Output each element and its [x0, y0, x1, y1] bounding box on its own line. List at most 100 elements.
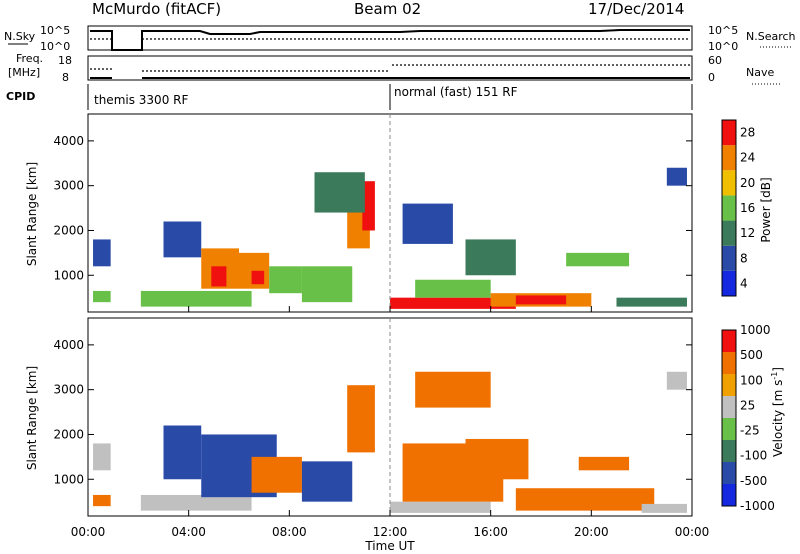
vel-patches-patch-7: [347, 385, 375, 453]
velocity-cbar-tick-5: -100: [740, 449, 767, 463]
power-patches-patch-0: [93, 239, 111, 267]
power-patches-patch-14: [415, 279, 491, 298]
vel-patches-patch-15: [666, 371, 687, 390]
vel-patches-patch-0: [93, 443, 111, 471]
velocity-data: [93, 371, 687, 513]
vel-patches-patch-14: [415, 371, 491, 408]
vel-yticks-label-3: 4000: [53, 338, 84, 352]
xtick-label-2: 08:00: [272, 525, 307, 539]
vel-cbar-swatch-7: [722, 330, 736, 352]
power-patches-patch-8: [269, 266, 302, 294]
nsky-tick-high: 10^5: [40, 24, 70, 37]
vel-patches-patch-12: [578, 456, 630, 471]
vel-cbar-frame: [721, 329, 737, 507]
power-colorbar: 4 8 12 16 20 24 28: [721, 119, 755, 297]
xtick-label-1: 04:00: [171, 525, 206, 539]
vel-cbar-swatch-6: [722, 352, 736, 374]
velocity-yaxis: 1000 2000 3000 4000: [53, 338, 692, 486]
vel-patches-patch-8: [390, 501, 491, 513]
xtick-label-0: 00:00: [71, 525, 106, 539]
freq-panel: Freq. [MHz] 18 8 Nave 60 0: [8, 52, 780, 85]
velocity-cbar-label: Velocity [m s-1]: [770, 367, 785, 457]
vel-yticks-label-2: 3000: [53, 383, 84, 397]
velocity-cbar-label-end: ]: [771, 367, 785, 372]
freq-tick-low: 8: [62, 71, 69, 84]
station-title: McMurdo (fitACF): [92, 0, 221, 18]
freq-tick-high: 18: [58, 54, 72, 67]
freq-label-1: Freq.: [16, 52, 43, 65]
power-cbar-tick-2: 12: [740, 226, 755, 240]
power-patches-patch-1: [93, 290, 111, 303]
power-cbar-tick-6: 28: [740, 126, 755, 140]
cpid-strip: CPID themis 3300 RF normal (fast) 151 RF: [6, 84, 693, 110]
power-yticks-label-2: 3000: [53, 179, 84, 193]
power-patches-patch-12: [314, 172, 365, 213]
nave-trace: [90, 64, 690, 72]
power-patches-patch-20: [402, 203, 453, 244]
power-yticks-label-0: 1000: [53, 268, 84, 282]
power-cbar-swatch-4: [722, 170, 736, 196]
cpid-mode-1: themis 3300 RF: [94, 93, 188, 107]
power-cbar-frame: [721, 119, 737, 297]
nave-tick-low: 0: [708, 71, 715, 84]
vel-cbar-swatch-5: [722, 374, 736, 396]
power-cbar-swatch-0: [722, 270, 736, 296]
vel-yticks-label-0: 1000: [53, 472, 84, 486]
xtick-label-3: 12:00: [373, 525, 408, 539]
vel-patches-patch-10: [465, 438, 529, 480]
power-patches-patch-11: [362, 181, 375, 231]
power-patches-patch-17: [465, 239, 516, 276]
cpid-label: CPID: [6, 90, 35, 103]
vel-cbar-swatch-2: [722, 440, 736, 462]
power-patches-patch-3: [163, 221, 202, 258]
nsky-tick-low: 10^0: [40, 40, 70, 53]
power-patches-patch-7: [251, 270, 265, 285]
power-cbar-tick-3: 16: [740, 201, 755, 215]
power-patches-patch-13: [390, 297, 516, 309]
power-patches-patch-2: [140, 290, 252, 307]
vel-patches-patch-5: [251, 456, 302, 493]
nsky-panel: N.Sky 10^5 10^0 N.Search 10^5 10^0: [4, 24, 796, 53]
power-yaxis: 1000 2000 3000 4000: [53, 134, 692, 282]
vel-cbar-swatch-0: [722, 484, 736, 506]
vel-patches-patch-2: [140, 494, 252, 511]
velocity-ylabel: Slant Range [km]: [25, 366, 39, 470]
vel-patches-patch-11: [515, 488, 655, 511]
velocity-cbar-label-main: Velocity [m s: [771, 380, 785, 457]
power-cbar-swatch-5: [722, 145, 736, 171]
power-yticks-label-1: 2000: [53, 223, 84, 237]
velocity-panel: 1000 2000 3000 4000 Slant Range [km] 1000 50…: [25, 317, 785, 517]
nsearch-label: N.Search: [746, 30, 796, 43]
velocity-cbar-tick-7: -1000: [740, 499, 775, 513]
nsearch-tick-high: 10^5: [708, 24, 738, 37]
power-cbar-tick-1: 8: [740, 251, 748, 265]
power-patches-patch-5: [211, 266, 227, 287]
nsky-trace: [90, 29, 690, 51]
power-cbar-tick-0: 4: [740, 276, 748, 290]
power-cbar-label: Power [dB]: [759, 177, 773, 242]
power-cbar-tick-5: 24: [740, 151, 755, 165]
vel-cbar-swatch-1: [722, 462, 736, 484]
power-yticks-label-3: 4000: [53, 134, 84, 148]
power-cbar-swatch-3: [722, 195, 736, 221]
vel-yticks-label-1: 2000: [53, 427, 84, 441]
date-title: 17/Dec/2014: [588, 0, 684, 18]
nave-label: Nave: [746, 66, 774, 79]
velocity-cbar-tick-2: 100: [740, 373, 763, 387]
vel-patches-patch-3: [163, 425, 202, 480]
power-cbar-swatch-6: [722, 120, 736, 146]
power-panel: 1000 2000 3000 4000 Slant Range [km] 4 8 12 16…: [25, 113, 773, 313]
vel-cbar-swatch-4: [722, 396, 736, 418]
power-patches-patch-21: [666, 167, 687, 186]
time-axis: 00:00 04:00 08:00 12:00 16:00 20:00 00:00: [71, 306, 709, 539]
velocity-cbar-tick-6: -500: [740, 474, 767, 488]
cpid-mode-2: normal (fast) 151 RF: [394, 85, 518, 99]
velocity-colorbar: 1000 500 100 25 -25 -100 -500 -1000: [721, 323, 775, 513]
velocity-cbar-tick-0: 1000: [740, 323, 771, 337]
power-data: [93, 167, 687, 309]
power-cbar-tick-4: 20: [740, 176, 755, 190]
xtick-label-4: 16:00: [473, 525, 508, 539]
power-patches-patch-19: [616, 297, 687, 307]
power-cbar-swatch-1: [722, 245, 736, 271]
